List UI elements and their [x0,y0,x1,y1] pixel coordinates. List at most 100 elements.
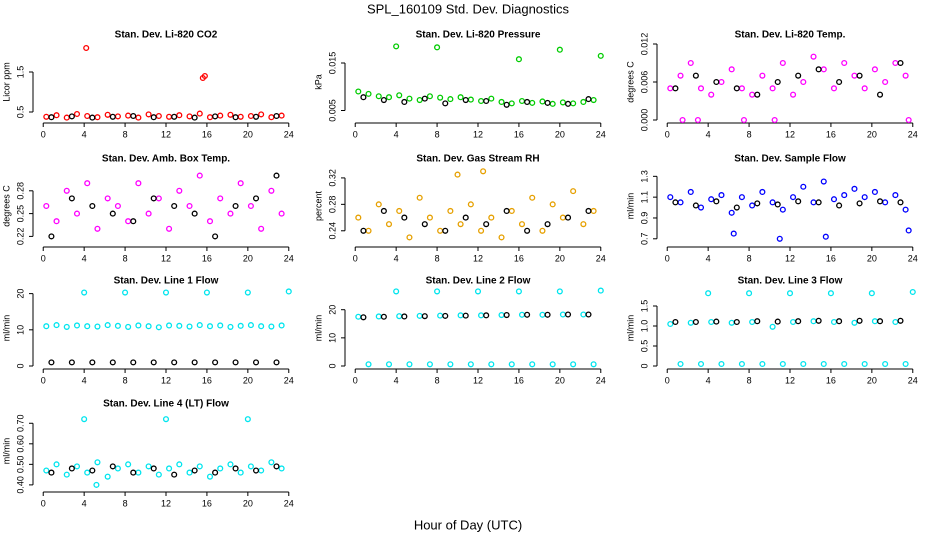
point [897,59,904,67]
point [273,112,280,120]
panel-title: Stan. Dev. Line 2 Flow [426,276,531,287]
point [677,360,684,368]
x-tick-label: 20 [867,375,877,385]
point [902,360,909,368]
point [258,225,265,232]
point [191,114,198,121]
point [718,192,725,199]
point [544,99,551,106]
y-axis-label: degrees C [625,61,635,103]
point [421,221,428,228]
x-tick-label: 20 [555,375,565,385]
point [518,311,526,318]
point [447,361,454,368]
x-tick-label: 24 [596,253,606,263]
point [585,96,592,103]
point [570,100,577,107]
point [396,313,403,320]
point [186,323,193,330]
point [375,93,382,100]
point [590,207,597,215]
x-tick-label: 20 [555,253,565,263]
point [498,98,505,105]
point [769,323,776,330]
point [63,323,70,330]
x-tick-label: 20 [867,129,877,139]
x-tick-label: 12 [785,253,795,263]
point [268,187,275,194]
x-tick-label: 8 [747,253,752,263]
point [861,85,868,92]
point [437,227,444,234]
point [790,318,797,326]
point [713,198,720,205]
point [48,233,55,240]
point [393,288,400,295]
point [677,199,684,206]
x-tick-label: 16 [202,498,212,508]
point [876,198,884,205]
x-tick-label: 12 [161,375,171,385]
point [426,214,433,221]
x-tick-label: 16 [514,253,524,263]
point [810,318,817,325]
point [892,59,899,67]
point [68,465,75,472]
point [876,91,884,98]
point [447,96,454,103]
x-tick-label: 0 [353,375,358,385]
point [43,113,50,120]
point [769,199,776,206]
point [84,112,91,120]
point [856,317,863,324]
point [434,44,441,51]
point [212,233,219,240]
point [217,195,224,202]
point [738,360,745,368]
point [871,318,878,325]
x-tick-label: 4 [706,375,711,385]
point [697,360,705,368]
point [360,314,367,321]
point [278,465,285,472]
x-tick-label: 4 [706,129,711,139]
point [43,467,50,474]
y-tick-label: 0.015 [327,52,337,75]
point [549,361,556,368]
point [166,322,173,329]
point [48,359,55,366]
point [467,201,474,208]
point [166,113,173,120]
point [861,360,868,368]
point [718,360,725,368]
point [795,318,802,325]
y-tick-label: 0.7 [639,233,649,246]
point [483,312,490,319]
point [109,463,116,470]
point [740,116,748,124]
point [191,210,198,217]
point [677,72,684,79]
point [162,416,170,423]
point [89,202,96,210]
point [355,214,362,221]
point [488,361,495,368]
point [81,289,88,296]
point [759,360,766,368]
panel-title: Stan. Dev. Li-820 Pressure [416,30,541,41]
point [462,312,469,319]
point [212,469,219,476]
point [155,112,162,120]
y-tick-label: 20 [327,305,337,315]
x-tick-label: 16 [202,129,212,139]
x-tick-label: 20 [243,129,253,139]
point [406,234,413,241]
y-tick-label: 0.40 [15,476,25,494]
point [779,59,786,67]
point [145,111,152,118]
point [590,97,597,104]
point [258,323,265,330]
x-tick-label: 24 [908,253,918,263]
point [585,311,592,318]
panel-title: Stan. Dev. Amb. Box Temp. [102,154,230,165]
